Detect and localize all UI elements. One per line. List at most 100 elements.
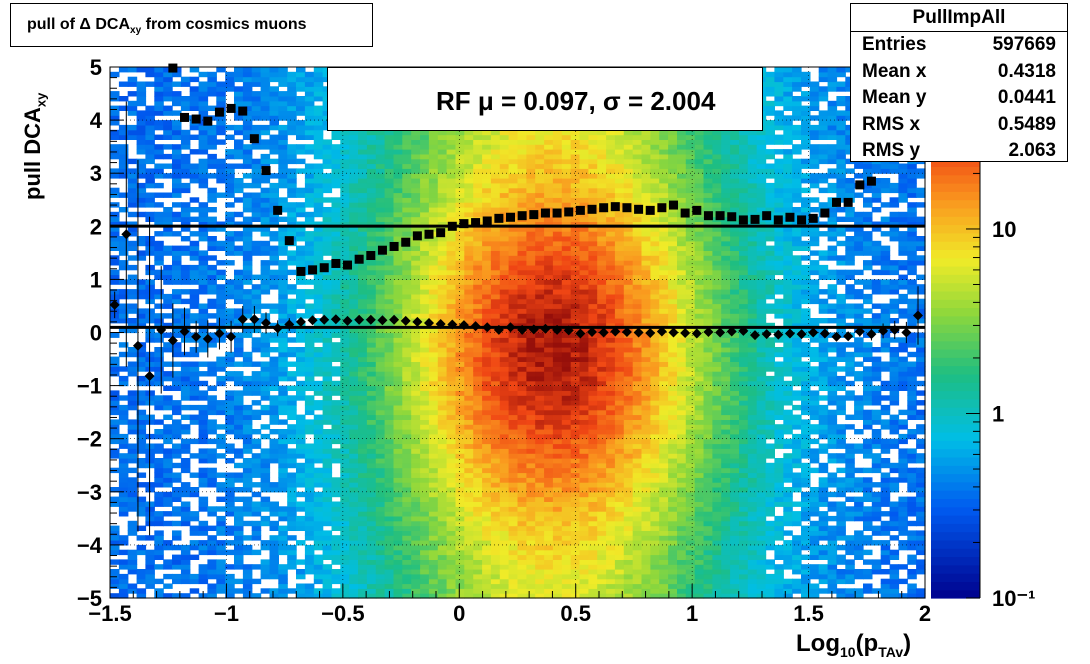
- heatmap-cell: [570, 342, 581, 348]
- heatmap-cell: [136, 347, 147, 353]
- heatmap-cell: [420, 443, 430, 449]
- heatmap-cell: [216, 438, 226, 445]
- heatmap-cell: [544, 515, 554, 522]
- heatmap-cell: [358, 487, 368, 493]
- heatmap-cell: [136, 356, 147, 362]
- heatmap-cell: [234, 496, 244, 502]
- heatmap-cell: [278, 274, 288, 280]
- heatmap-cell: [216, 240, 226, 247]
- heatmap-cell: [366, 549, 377, 556]
- heatmap-cell: [189, 472, 200, 478]
- heatmap-cell: [304, 187, 315, 194]
- heatmap-cell: [366, 293, 377, 300]
- heatmap-cell: [198, 578, 209, 585]
- heatmap-cell: [118, 313, 129, 319]
- heatmap-cell: [570, 255, 581, 261]
- heatmap-cell: [304, 221, 315, 227]
- heatmap-cell: [455, 424, 465, 430]
- heatmap-cell: [446, 163, 457, 169]
- heatmap-cell: [411, 178, 421, 184]
- heatmap-cell: [552, 554, 563, 560]
- heatmap-cell: [535, 390, 545, 396]
- heatmap-cell: [349, 540, 359, 546]
- heatmap-cell: [411, 187, 421, 194]
- heatmap-cell: [269, 96, 279, 102]
- heatmap-cell: [393, 573, 403, 580]
- heatmap-cell: [464, 153, 474, 160]
- heatmap-cell: [437, 501, 448, 507]
- heatmap-cell: [118, 153, 129, 160]
- heatmap-cell: [517, 544, 527, 551]
- heatmap-cell: [526, 419, 536, 425]
- heatmap-cell: [145, 110, 155, 116]
- heatmap-cell: [358, 153, 368, 160]
- heatmap-cell: [269, 366, 279, 372]
- heatmap-cell: [411, 139, 421, 145]
- heatmap-cell: [464, 216, 474, 222]
- heatmap-cell: [420, 482, 430, 488]
- heatmap-cell: [393, 144, 403, 150]
- heatmap-cell: [198, 129, 209, 136]
- heatmap-cell: [198, 453, 209, 459]
- heatmap-cell: [446, 144, 457, 150]
- heatmap-cell: [552, 390, 563, 396]
- heatmap-cell: [358, 400, 368, 406]
- heatmap-cell: [544, 462, 554, 469]
- heatmap-cell: [242, 274, 253, 280]
- heatmap-cell: [482, 197, 492, 203]
- heatmap-cell: [473, 583, 483, 589]
- heatmap-cell: [482, 144, 492, 150]
- heatmap-cell: [260, 380, 271, 387]
- heatmap-cell: [508, 240, 519, 247]
- heatmap-cell: [118, 264, 129, 271]
- heatmap-cell: [428, 501, 439, 507]
- heatmap-cell: [473, 515, 483, 522]
- heatmap-cell: [473, 245, 483, 251]
- heatmap-cell: [313, 71, 324, 78]
- heatmap-cell: [455, 240, 465, 247]
- heatmap-cell: [375, 347, 386, 353]
- heatmap-cell: [535, 279, 545, 285]
- heatmap-cell: [552, 593, 563, 599]
- heatmap-cell: [535, 226, 545, 232]
- heatmap-cell: [517, 139, 527, 145]
- heatmap-cell: [358, 559, 368, 565]
- heatmap-cell: [420, 274, 430, 280]
- heatmap-cell: [322, 322, 333, 329]
- heatmap-cell: [455, 554, 465, 560]
- heatmap-cell: [340, 308, 350, 314]
- heatmap-cell: [331, 274, 341, 280]
- heatmap-cell: [234, 332, 244, 338]
- heatmap-cell: [242, 303, 253, 309]
- heatmap-cell: [535, 284, 545, 290]
- heatmap-cell: [322, 573, 333, 580]
- heatmap-cell: [420, 178, 430, 184]
- heatmap-cell: [278, 390, 288, 396]
- heatmap-cell: [340, 404, 350, 411]
- heatmap-cell: [322, 313, 333, 319]
- heatmap-cell: [349, 264, 359, 271]
- heatmap-cell: [322, 535, 333, 541]
- heatmap-cell: [172, 216, 182, 222]
- heatmap-cell: [349, 168, 359, 174]
- heatmap-cell: [242, 351, 253, 358]
- heatmap-cell: [189, 414, 200, 420]
- heatmap-cell: [535, 337, 545, 343]
- heatmap-cell: [225, 192, 235, 198]
- heatmap-cell: [490, 163, 501, 169]
- heatmap-cell: [411, 569, 421, 575]
- heatmap-cell: [358, 342, 368, 348]
- heatmap-cell: [499, 462, 510, 469]
- heatmap-cell: [561, 250, 572, 256]
- heatmap-cell: [251, 438, 262, 445]
- heatmap-cell: [499, 264, 510, 271]
- heatmap-cell: [517, 245, 527, 251]
- heatmap-cell: [260, 71, 271, 78]
- heatmap-cell: [482, 467, 492, 474]
- heatmap-cell: [127, 197, 138, 203]
- heatmap-cell: [437, 477, 448, 483]
- heatmap-cell: [251, 289, 262, 295]
- heatmap-cell: [331, 458, 341, 464]
- heatmap-cell: [535, 375, 545, 382]
- heatmap-cell: [526, 342, 536, 348]
